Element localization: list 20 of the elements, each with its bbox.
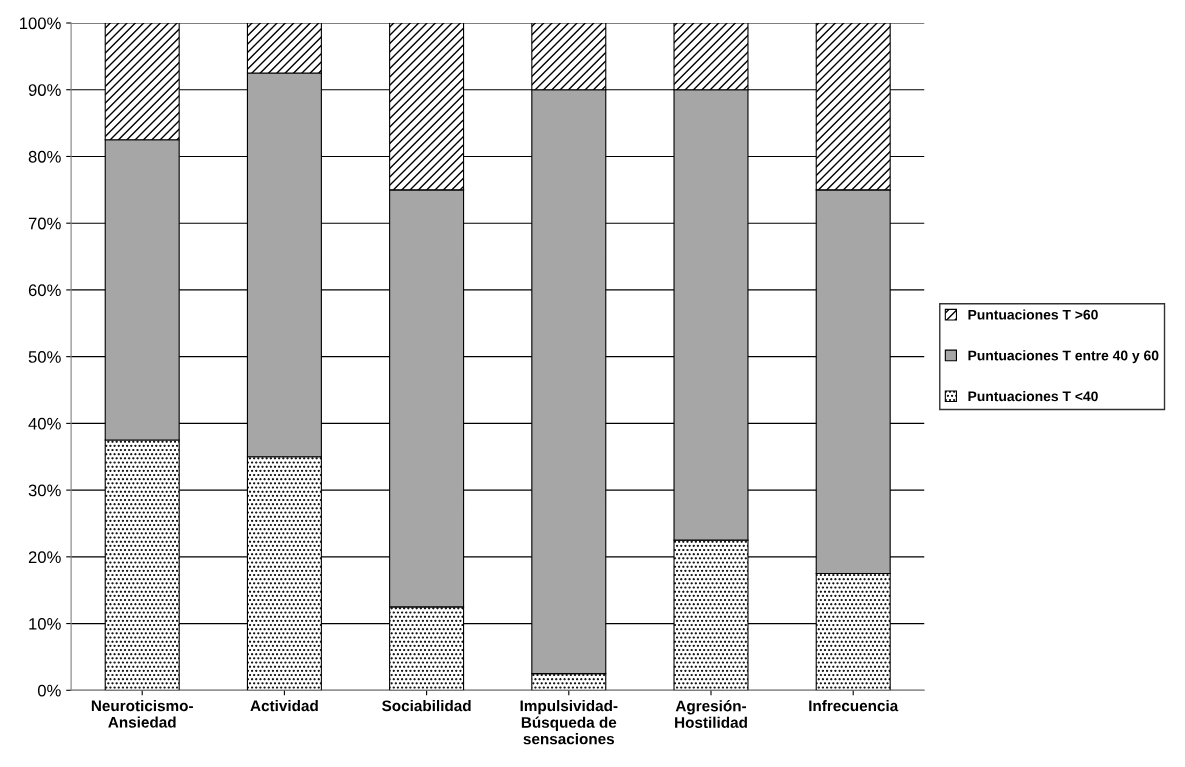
y-tick-label: 20% [28,551,61,564]
x-tick-label: Agresión- Hostilidad [675,700,747,728]
x-tick-label: Impulsividad- Búsqueda de sensaciones [520,700,618,745]
legend-label: Puntuaciones T <40 [968,391,1098,402]
y-tick-label: 50% [28,351,61,363]
x-tick-label: Actividad [250,700,318,712]
y-tick-label: 60% [28,284,61,297]
y-tick-label: 40% [28,417,61,430]
y-tick-label: 90% [28,84,61,96]
y-tick-label: 0% [37,684,61,697]
x-tick-label: Infrecuencia [809,700,899,712]
legend-label: Puntuaciones T >60 [968,309,1098,320]
y-tick-label: 30% [28,484,61,497]
y-tick-label: 70% [28,217,61,230]
y-tick-label: 100% [20,17,61,30]
x-tick-label: Neuroticismo- Ansiedad [91,700,193,728]
x-tick-label: Sociabilidad [382,700,471,712]
y-tick-label: 80% [28,150,61,163]
legend-label: Puntuaciones T entre 40 y 60 [968,350,1159,364]
y-tick-label: 10% [29,617,61,630]
